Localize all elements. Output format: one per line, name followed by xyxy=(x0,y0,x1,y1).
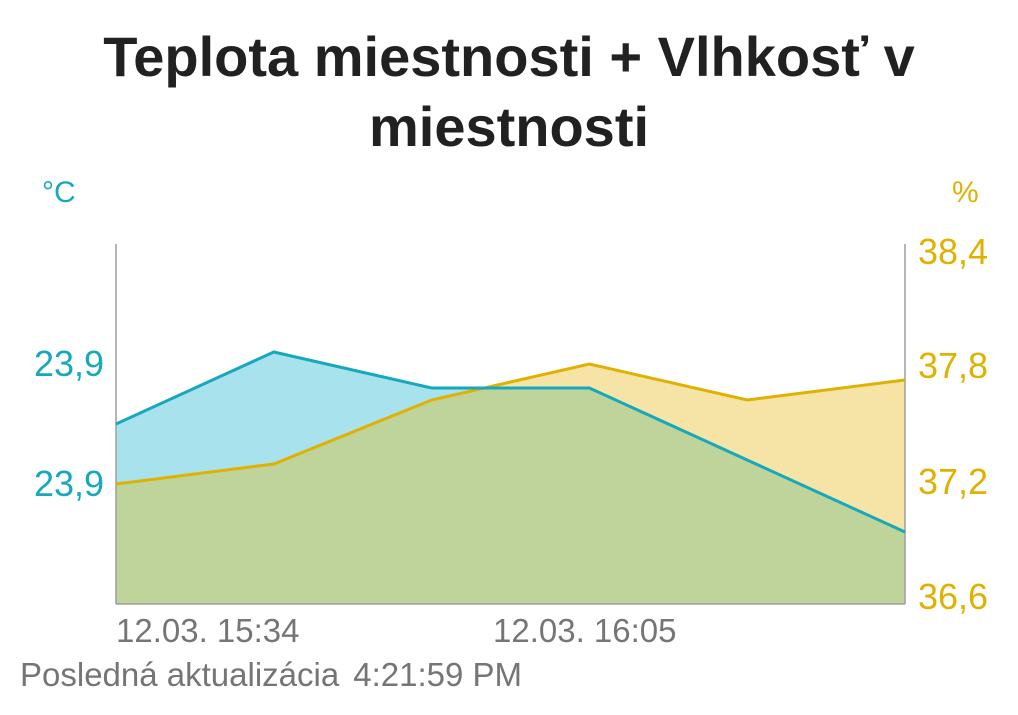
right-axis-unit: % xyxy=(952,176,979,209)
chart-title: Teplota miestnosti + Vlhkosť v miestnost… xyxy=(103,25,915,158)
left-tick-label: 23,9 xyxy=(34,463,105,504)
right-tick-label: 36,6 xyxy=(918,576,989,617)
right-tick-label: 38,4 xyxy=(918,231,989,272)
x-tick-label: 12.03. 15:34 xyxy=(116,612,300,649)
x-tick-label: 12.03. 16:05 xyxy=(493,612,677,649)
left-tick-label: 23,9 xyxy=(34,343,105,384)
temperature-line xyxy=(115,350,906,534)
right-tick-label: 37,8 xyxy=(918,345,989,386)
last-update: Posledná aktualizácia 4:21:59 PM xyxy=(20,656,536,694)
last-update-label: Posledná aktualizácia xyxy=(20,656,340,693)
left-axis-unit: °C xyxy=(42,176,76,209)
humidity-line xyxy=(115,362,906,486)
last-update-time: 4:21:59 PM xyxy=(353,656,522,693)
right-tick-label: 37,2 xyxy=(918,461,989,502)
